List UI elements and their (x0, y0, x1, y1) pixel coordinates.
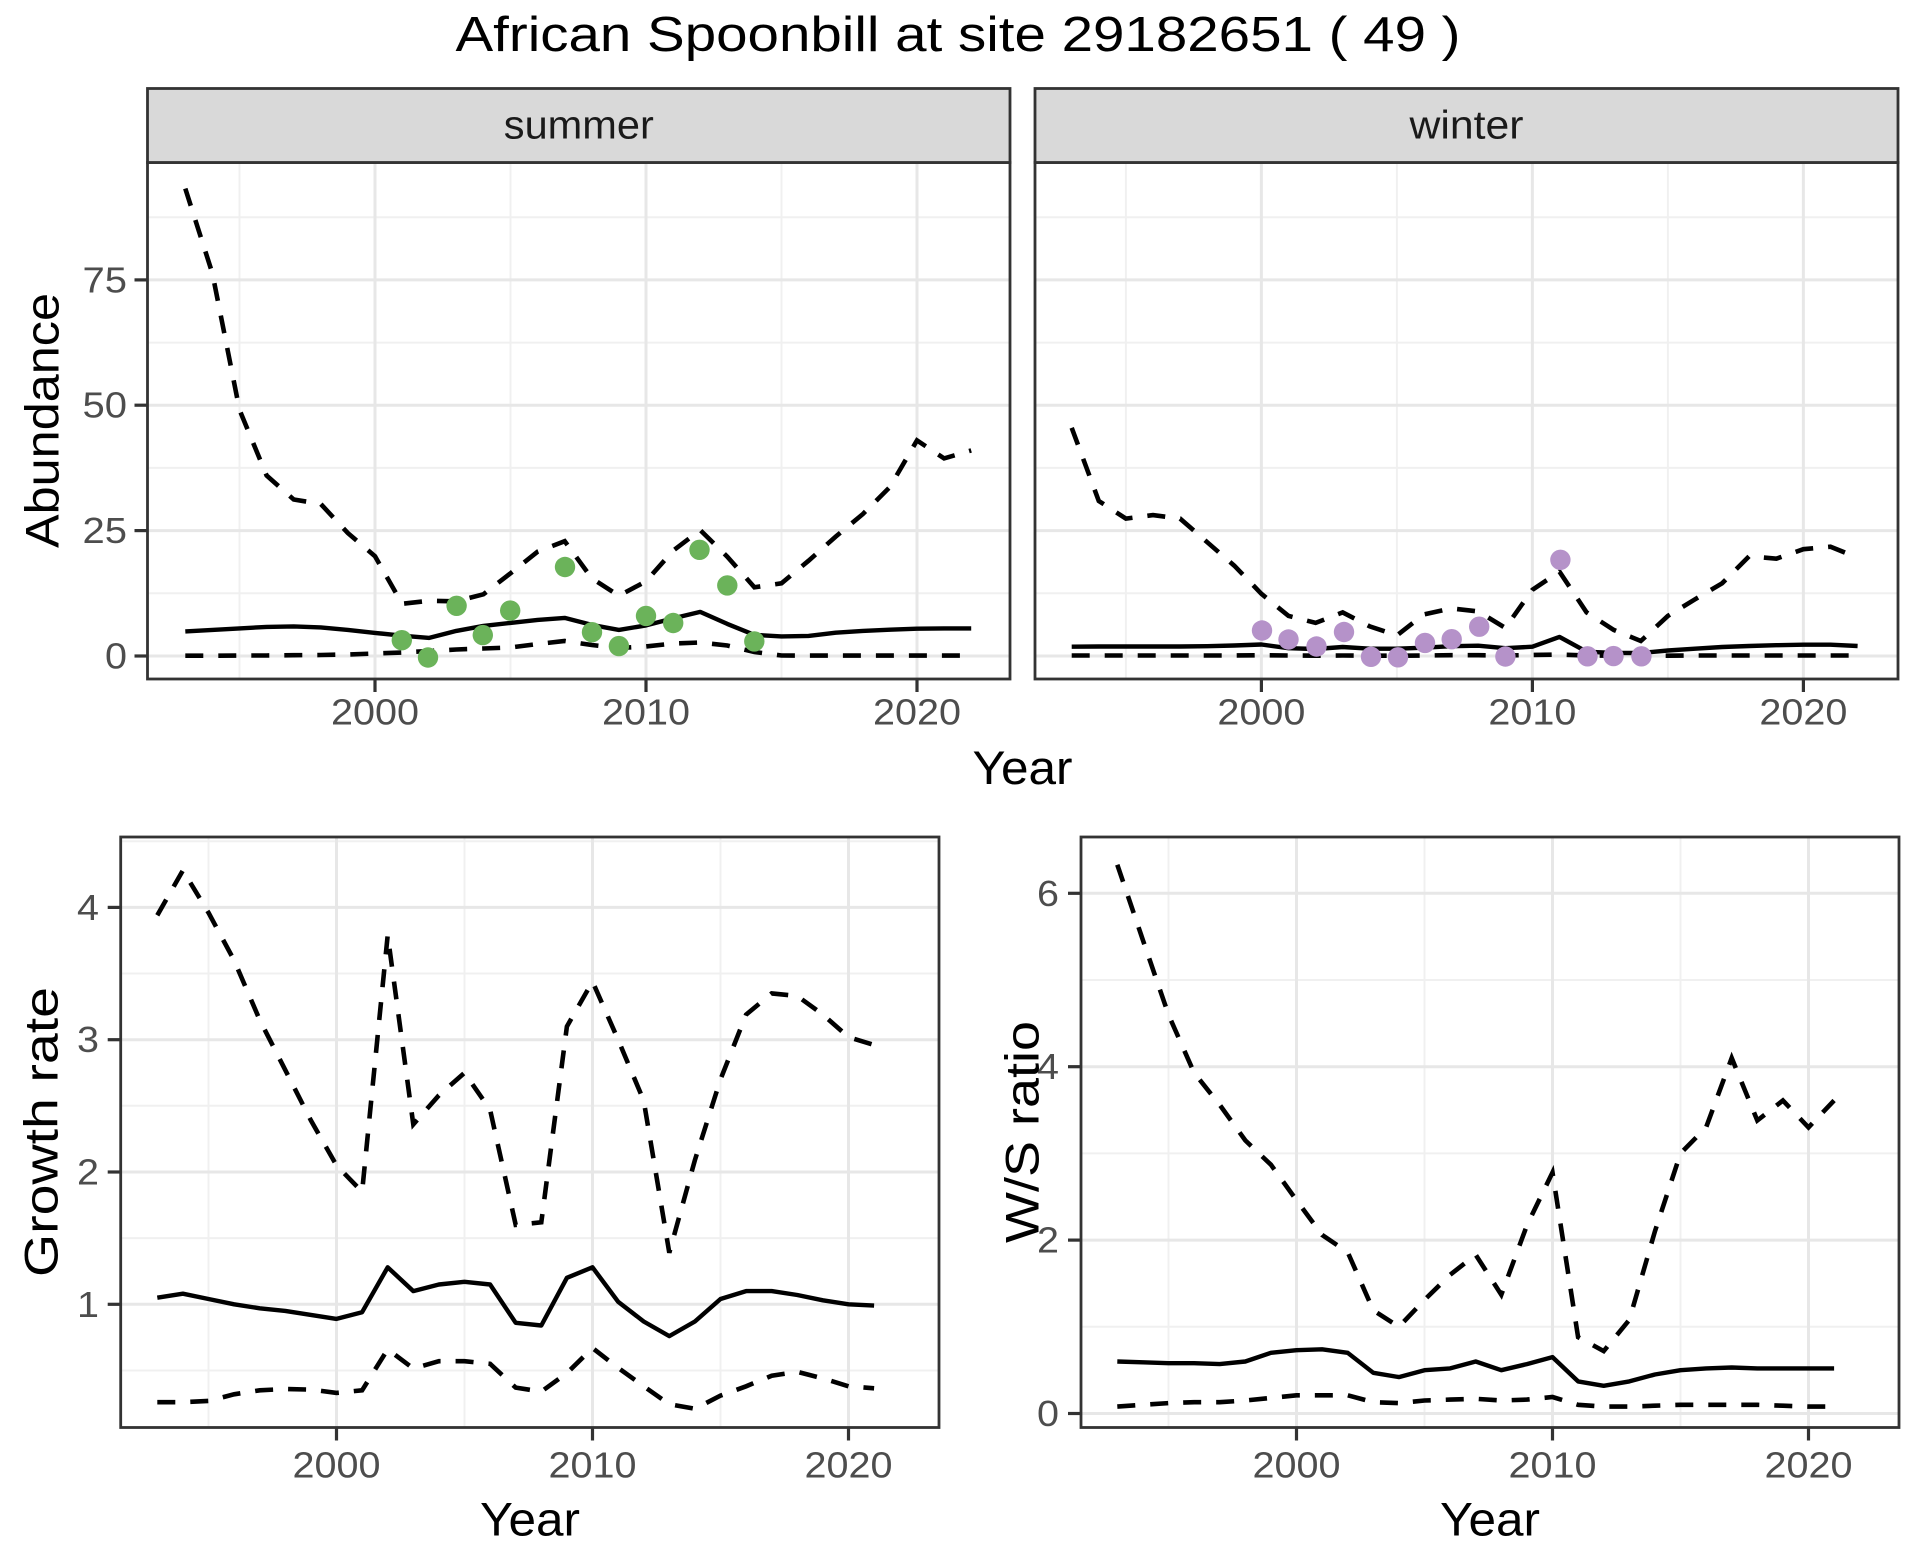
svg-text:Year: Year (480, 1493, 580, 1546)
svg-text:W/S ratio: W/S ratio (996, 1021, 1049, 1243)
svg-text:African Spoonbill at site 2918: African Spoonbill at site 29182651 ( 49 … (456, 7, 1461, 62)
svg-text:4: 4 (77, 887, 99, 928)
svg-text:2010: 2010 (1488, 692, 1576, 733)
svg-text:6: 6 (1037, 873, 1059, 914)
svg-text:0: 0 (105, 636, 127, 677)
svg-text:0: 0 (1037, 1393, 1059, 1434)
svg-text:2000: 2000 (1217, 692, 1305, 733)
svg-text:2020: 2020 (1759, 692, 1847, 733)
svg-text:2: 2 (1037, 1220, 1059, 1261)
svg-text:75: 75 (83, 259, 128, 300)
svg-text:50: 50 (83, 385, 128, 426)
svg-text:2020: 2020 (873, 692, 961, 733)
svg-text:Year: Year (973, 741, 1073, 794)
svg-text:Year: Year (1440, 1493, 1540, 1546)
svg-text:winter: winter (1408, 104, 1523, 148)
svg-text:4: 4 (1037, 1046, 1059, 1087)
svg-text:2020: 2020 (805, 1445, 893, 1486)
svg-text:Growth rate: Growth rate (15, 987, 68, 1277)
svg-text:2: 2 (77, 1152, 99, 1193)
svg-text:3: 3 (77, 1019, 99, 1060)
svg-text:2000: 2000 (293, 1445, 381, 1486)
svg-text:summer: summer (504, 104, 654, 148)
svg-text:25: 25 (83, 510, 128, 551)
svg-text:2010: 2010 (1509, 1445, 1597, 1486)
svg-text:2020: 2020 (1765, 1445, 1853, 1486)
svg-text:1: 1 (77, 1284, 99, 1325)
svg-text:2000: 2000 (1253, 1445, 1341, 1486)
svg-text:2010: 2010 (549, 1445, 637, 1486)
svg-text:2010: 2010 (602, 692, 690, 733)
svg-text:2000: 2000 (331, 692, 419, 733)
svg-text:Abundance: Abundance (16, 293, 69, 548)
